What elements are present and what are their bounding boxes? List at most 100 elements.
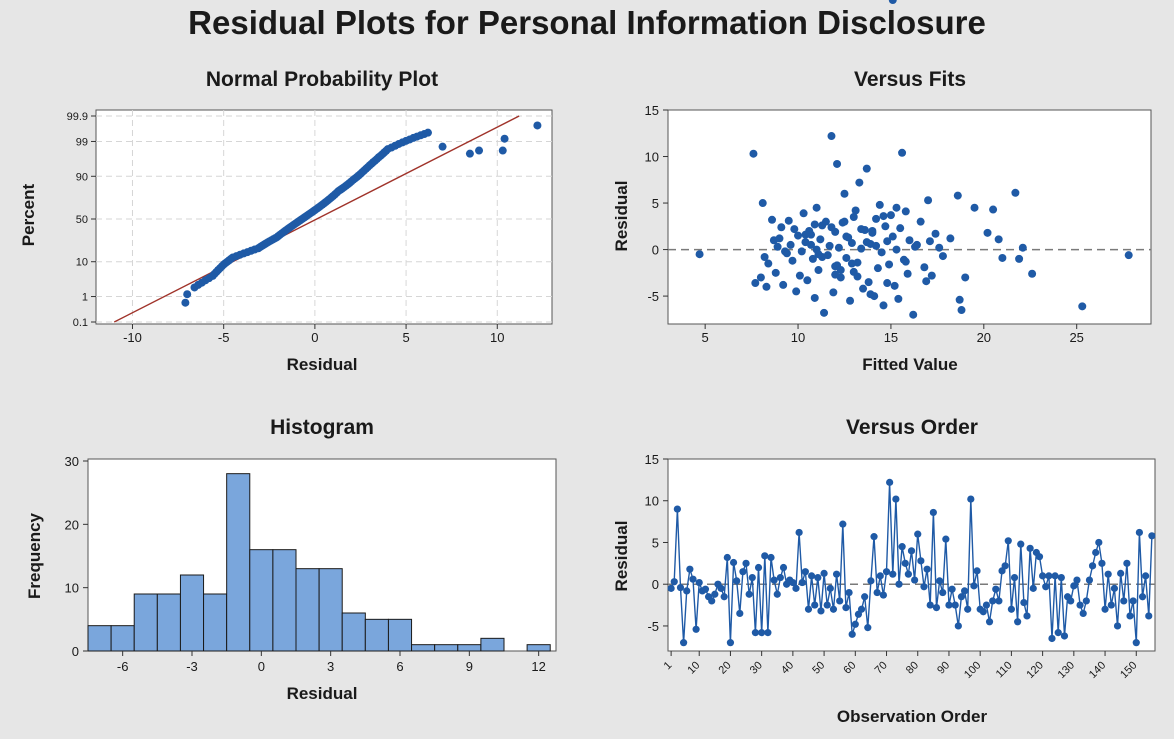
data-point — [948, 585, 956, 593]
data-point — [814, 250, 823, 259]
data-point — [864, 624, 872, 632]
data-point — [775, 234, 784, 243]
data-point — [979, 608, 987, 616]
data-point — [839, 520, 847, 528]
data-point — [911, 242, 920, 251]
data-point — [901, 257, 910, 266]
data-point — [873, 264, 882, 273]
x-tick-label: 20 — [977, 330, 991, 345]
data-point — [938, 252, 947, 261]
data-point — [751, 629, 760, 637]
data-point — [829, 605, 838, 613]
panel-title: Versus Fits — [854, 68, 966, 91]
histogram-bar — [87, 625, 112, 652]
data-point — [720, 593, 728, 601]
y-tick-label: 20 — [65, 517, 79, 532]
data-point — [438, 142, 447, 151]
y-tick-label: 10 — [645, 494, 659, 509]
data-point — [861, 593, 869, 601]
data-point — [1026, 544, 1034, 552]
data-point — [881, 222, 890, 231]
data-point — [876, 572, 884, 580]
data-point — [823, 601, 831, 609]
data-point — [942, 535, 950, 543]
data-point — [832, 570, 841, 578]
data-point — [670, 578, 678, 586]
data-point — [764, 629, 772, 637]
data-point — [849, 213, 858, 221]
x-tick-label: 9 — [466, 659, 473, 674]
data-point — [1085, 576, 1094, 584]
data-point — [836, 597, 844, 605]
data-point — [726, 639, 735, 647]
data-point — [862, 238, 871, 247]
data-point — [1011, 188, 1020, 197]
data-point — [920, 263, 929, 272]
data-point — [872, 241, 881, 250]
data-point — [680, 639, 688, 647]
data-point — [745, 590, 753, 598]
data-point — [758, 199, 767, 208]
data-point — [890, 281, 899, 290]
data-point — [533, 121, 542, 130]
data-point — [879, 591, 888, 599]
data-point — [989, 597, 997, 605]
data-point — [829, 288, 838, 297]
x-axis-label: Observation Order — [837, 707, 988, 726]
data-point — [998, 253, 1007, 262]
data-point — [905, 236, 914, 245]
data-point — [767, 553, 775, 562]
versus-fits-panel: Versus Fits Fitted Value Residual 5 10 15 2… — [612, 0, 1152, 374]
data-point — [729, 558, 738, 567]
x-tick-label: 150 — [1118, 659, 1139, 680]
data-point — [749, 149, 758, 158]
histogram-bar — [179, 574, 205, 652]
data-point — [868, 226, 877, 235]
data-point — [803, 276, 812, 285]
y-tick-label: 5 — [652, 535, 659, 550]
data-point — [826, 584, 834, 592]
data-point — [875, 200, 884, 209]
y-tick-label: 0.1 — [73, 317, 88, 329]
data-point — [953, 191, 962, 200]
data-point — [888, 232, 897, 241]
y-tick-label: 5 — [652, 196, 659, 211]
data-point — [181, 298, 190, 307]
data-point — [798, 578, 806, 587]
data-point — [840, 189, 849, 198]
data-point — [886, 211, 895, 220]
data-point — [825, 241, 834, 250]
data-point — [862, 164, 871, 173]
data-point — [911, 576, 919, 584]
y-tick-label: 10 — [645, 150, 659, 165]
data-point — [686, 565, 694, 573]
x-tick-label: 10 — [685, 659, 702, 676]
y-tick-label: 15 — [645, 452, 659, 467]
data-point — [892, 203, 901, 212]
histogram-bar — [272, 549, 297, 652]
data-point — [498, 146, 507, 155]
data-point — [857, 244, 866, 253]
data-point — [867, 577, 875, 585]
data-point — [989, 205, 998, 214]
histogram-bar — [133, 593, 158, 652]
data-point — [816, 235, 825, 244]
data-point — [961, 273, 970, 282]
x-tick-label: 80 — [904, 659, 921, 676]
data-point — [1088, 562, 1097, 570]
data-point — [762, 282, 771, 291]
data-point — [873, 588, 881, 597]
x-tick-label: 25 — [1069, 330, 1083, 345]
data-point — [794, 231, 803, 240]
data-point — [1076, 601, 1084, 609]
normal-probability-panel: Normal Probability Plot Residual Percent… — [19, 68, 553, 374]
data-point — [898, 148, 907, 157]
data-point — [689, 575, 697, 583]
x-tick-label: -3 — [186, 659, 198, 674]
data-point — [898, 543, 906, 551]
data-point — [808, 254, 817, 263]
x-tick-label: 10 — [791, 330, 805, 345]
data-point — [814, 573, 822, 582]
histogram-bar — [249, 549, 274, 652]
data-point — [1035, 553, 1044, 561]
